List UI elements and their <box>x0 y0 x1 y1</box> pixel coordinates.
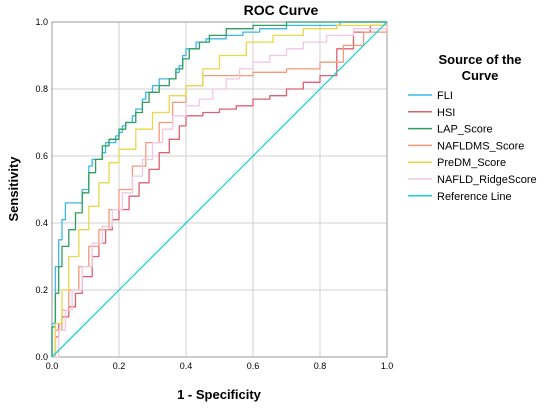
x-tick-label: 0.0 <box>46 361 59 371</box>
legend-label-fli: FLI <box>437 90 453 102</box>
x-axis-title: 1 - Specificity <box>177 387 262 402</box>
x-tick-label: 0.2 <box>113 361 126 371</box>
series-line-reference-line <box>51 21 388 358</box>
y-axis-title: Sensitivity <box>6 156 21 222</box>
chart-title: ROC Curve <box>244 2 319 18</box>
x-tick-label: 1.0 <box>381 361 394 371</box>
legend-label-predm-score: PreDM_Score <box>437 157 506 169</box>
y-tick-label: 0.0 <box>35 352 48 362</box>
x-tick-label: 0.4 <box>180 361 193 371</box>
legend-title-line2: Curve <box>462 68 499 83</box>
legend-label-nafldms-score: NAFLDMS_Score <box>437 140 524 152</box>
y-tick-label: 0.4 <box>35 218 48 228</box>
legend-label-nafld-ridgescore: NAFLD_RidgeScore <box>437 174 537 186</box>
plot-area-border <box>51 21 388 358</box>
legend-label-hsi: HSI <box>437 107 455 119</box>
series-line-nafld-ridgescore <box>52 22 388 358</box>
series-line-lap-score <box>51 21 387 357</box>
y-tick-label: 1.0 <box>35 17 48 27</box>
tick-labels: 0.0 0.2 0.4 0.6 0.8 1.0 0.0 0.2 0.4 0.6 0.8 1.0 <box>35 17 393 371</box>
legend-title-line1: Source of the <box>438 52 521 67</box>
y-tick-label: 0.6 <box>35 151 48 161</box>
legend-label-reference-line: Reference Line <box>437 191 512 203</box>
legend: Source of the Curve FLI HSI LAP_Score NAFLD… <box>408 52 537 203</box>
x-tick-label: 0.8 <box>314 361 327 371</box>
y-tick-label: 0.8 <box>35 84 48 94</box>
legend-label-lap-score: LAP_Score <box>437 124 493 136</box>
series-line-hsi <box>52 22 388 358</box>
series-line-predm-score <box>52 22 388 358</box>
x-tick-label: 0.6 <box>247 361 260 371</box>
series-lines <box>51 21 388 358</box>
legend-items: FLI HSI LAP_Score NAFLDMS_Score PreDM_Score N… <box>408 90 537 203</box>
y-tick-label: 0.2 <box>35 285 48 295</box>
